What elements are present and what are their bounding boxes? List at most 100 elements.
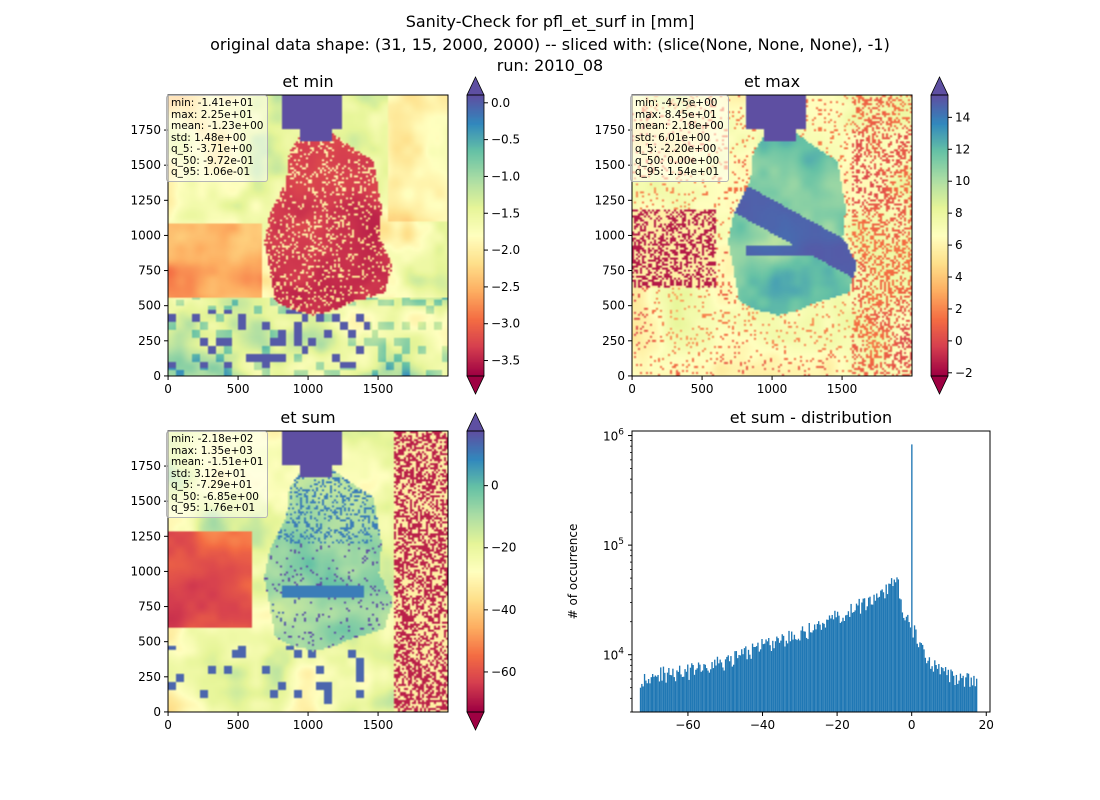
histogram-bar (920, 643, 922, 712)
colorbar-tick-label: −0.5 (491, 133, 520, 147)
histogram-bar (967, 673, 970, 712)
histogram-bar (855, 603, 858, 712)
histogram-bar (815, 629, 817, 712)
histogram-bar (793, 634, 796, 712)
histogram-bar (953, 675, 955, 712)
y-tick-label: 1750 (130, 123, 161, 137)
histogram-bar (786, 643, 789, 712)
histogram-bar (840, 621, 843, 712)
histogram-bar (886, 594, 889, 712)
histogram-bar (791, 631, 793, 712)
histogram-bar (850, 603, 852, 712)
histogram-bar (676, 670, 678, 712)
histogram-bar (839, 622, 841, 712)
histogram-bar (854, 610, 856, 712)
histogram-bar (647, 679, 650, 712)
histogram-bar (785, 640, 787, 712)
histogram-bar (746, 659, 748, 712)
histogram-bar (723, 670, 725, 712)
histogram-bar (955, 674, 958, 712)
histogram-bar (737, 658, 739, 712)
histogram-bar (688, 679, 690, 712)
histogram-bar (819, 624, 821, 712)
histogram-bar (923, 649, 925, 712)
stats-box-et-max: min: -4.75e+00 max: 8.45e+01 mean: 2.18e… (630, 95, 729, 182)
x-tick-label: 0 (908, 718, 916, 732)
colorbar-tick-label: −60 (491, 665, 516, 679)
y-tick-label: 1250 (130, 529, 161, 543)
histogram-bar (813, 624, 816, 712)
histogram-bar (835, 617, 837, 712)
histogram-bar (780, 640, 782, 712)
y-tick-label: 0 (153, 369, 161, 383)
histogram-bar (930, 668, 932, 712)
histogram-bar (646, 683, 648, 712)
histogram-bar (957, 683, 959, 712)
histogram-bar (899, 598, 901, 712)
x-tick-label: 0 (628, 382, 636, 396)
histogram-bar (695, 669, 697, 712)
histogram-bar (884, 598, 886, 712)
histogram-bar (944, 667, 947, 712)
histogram-bar (726, 656, 728, 712)
stats-box-et-sum: min: -2.18e+02 max: 1.35e+03 mean: -1.51… (166, 431, 269, 518)
histogram-bar (946, 675, 948, 712)
y-tick-label: 105 (603, 537, 624, 553)
x-tick-label: 500 (691, 382, 714, 396)
histogram-bar (962, 675, 964, 712)
histogram-bar (714, 659, 716, 712)
histogram-bar (674, 681, 677, 712)
colorbar-tick-label: −1.0 (491, 169, 520, 183)
colorbar-tick-label: 6 (955, 238, 963, 252)
histogram-bar (912, 637, 914, 712)
histogram-bar (849, 616, 851, 712)
x-tick-label: 1500 (363, 382, 394, 396)
histogram-bar (934, 660, 936, 712)
colorbar-tick-label: 4 (955, 270, 963, 284)
panel-title: et sum (280, 408, 335, 427)
histogram-bar (750, 658, 752, 712)
histogram-bar (808, 622, 810, 712)
histogram-bar (639, 687, 642, 712)
histogram-bar (683, 676, 685, 712)
histogram-bar (757, 642, 759, 712)
histogram-bar (861, 602, 863, 712)
colorbar-frame (930, 94, 949, 377)
histogram-bar (909, 627, 912, 712)
histogram-bar (691, 663, 693, 712)
colorbar-tick-label: −40 (491, 603, 516, 617)
histogram-bar (938, 664, 940, 712)
histogram-bar (789, 641, 792, 712)
y-tick-label: 1000 (130, 228, 161, 242)
colorbar-tick-label: 8 (955, 206, 963, 220)
histogram-bar (878, 596, 881, 712)
colorbar-tick-label: 14 (955, 110, 970, 124)
histogram-bar (724, 659, 727, 712)
y-tick-label: 1250 (130, 193, 161, 207)
x-tick-label: 500 (227, 718, 250, 732)
histogram-bar (809, 632, 812, 712)
histogram-bar (735, 651, 738, 712)
histogram-bar (745, 646, 747, 712)
histogram-bar (863, 598, 866, 712)
histogram-bar (755, 646, 758, 712)
stats-box-et-min: min: -1.41e+01 max: 2.25e+01 mean: -1.23… (166, 95, 269, 182)
y-tick-label: 250 (138, 670, 161, 684)
histogram-bar (901, 612, 904, 712)
colorbar-gradient (467, 95, 484, 376)
histogram-bar (769, 645, 771, 712)
histogram-bar (942, 668, 944, 712)
histogram-bar (954, 685, 956, 712)
histogram-bar (897, 579, 900, 712)
histogram-bar (805, 637, 808, 712)
histogram-bar (738, 654, 740, 712)
histogram-bar (656, 676, 658, 712)
histogram-bar (917, 647, 920, 712)
x-tick-label: −60 (675, 718, 700, 732)
colorbar-tick-label: −1.5 (491, 206, 520, 220)
histogram-bar (847, 611, 850, 712)
histogram-bar (888, 583, 890, 712)
figure-title-line-2: original data shape: (31, 15, 2000, 2000… (210, 35, 890, 54)
histogram-bar (869, 596, 871, 712)
